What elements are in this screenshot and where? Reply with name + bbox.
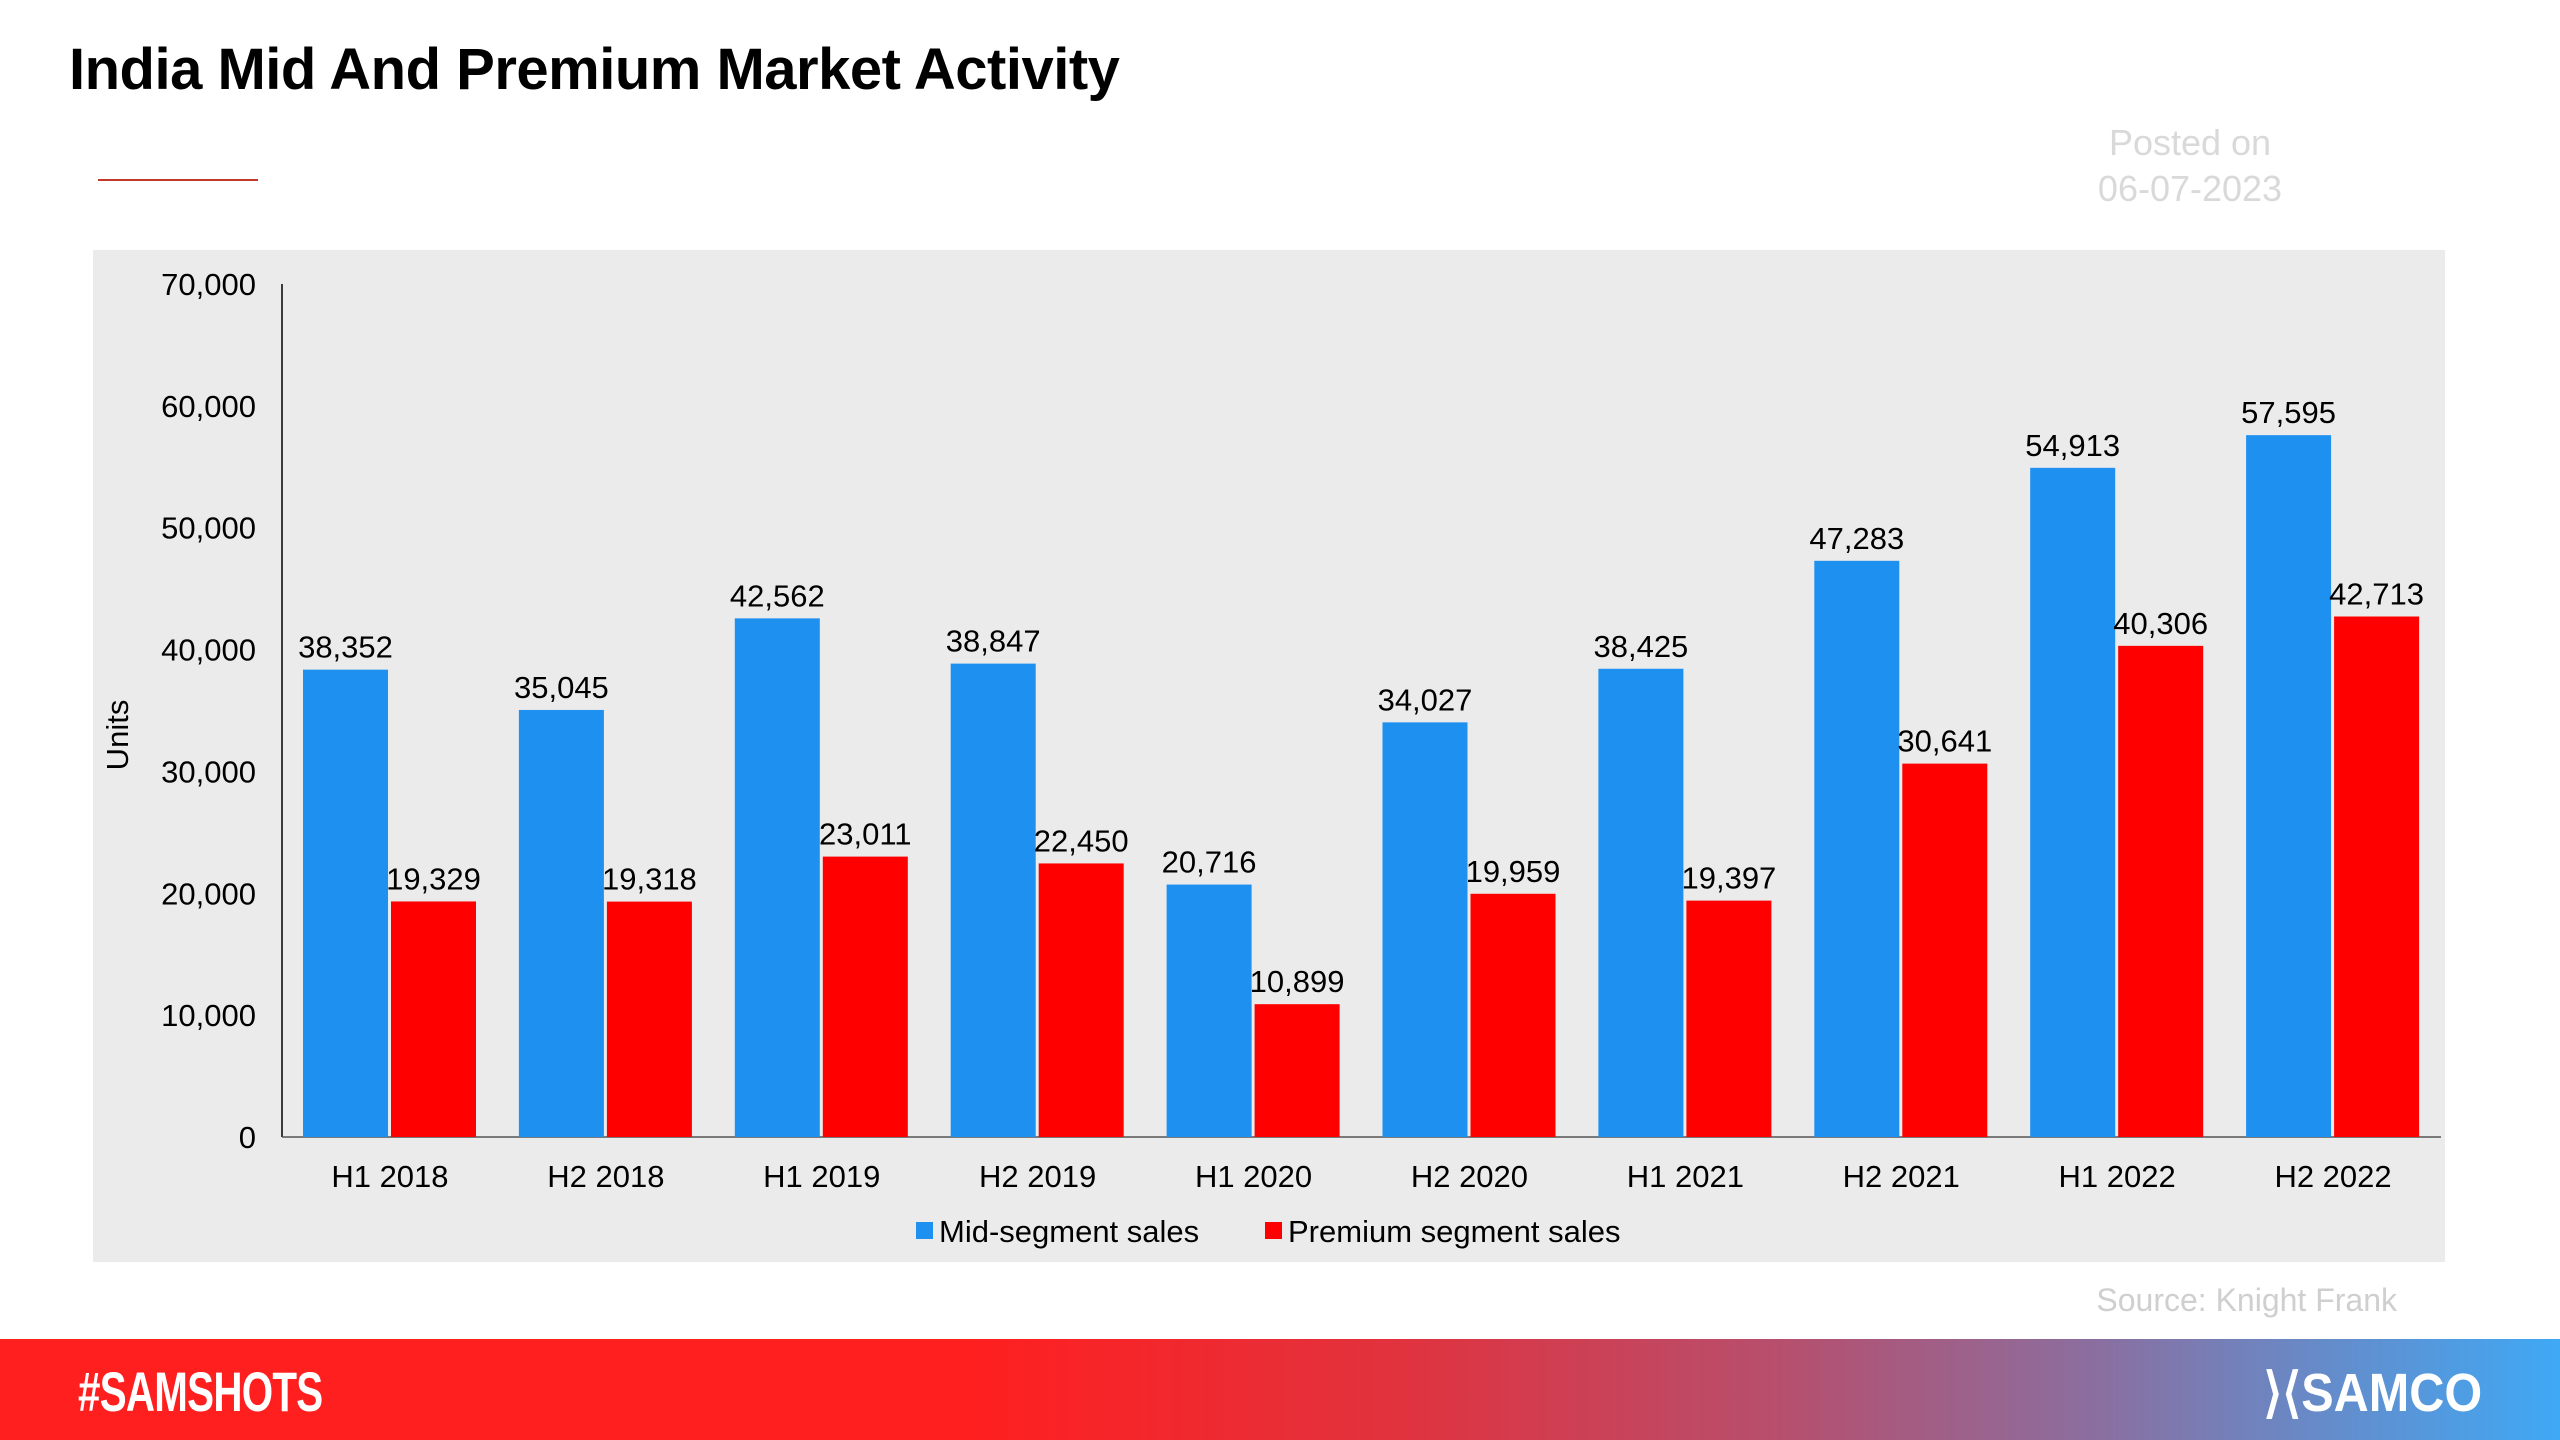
premium-data-label: 30,641 [1897, 724, 1992, 759]
x-tick-label: H2 2022 [2274, 1159, 2391, 1194]
bar-chart: 0 10,000 20,000 30,000 40,000 50,000 60,000 70,… [100, 267, 2441, 1249]
y-tick-label: 0 [239, 1120, 256, 1155]
chart-panel: 0 10,000 20,000 30,000 40,000 50,000 60,000 70,… [93, 250, 2445, 1262]
x-tick-label: H2 2019 [979, 1159, 1096, 1194]
y-tick-label: 60,000 [161, 389, 256, 424]
x-tick-label: H1 2019 [763, 1159, 880, 1194]
premium-data-label: 22,450 [1034, 823, 1129, 858]
mid-data-label: 57,595 [2241, 395, 2336, 430]
footer-banner: #SAMSHOTS ⟩⟨SAMCO [0, 1339, 2560, 1440]
page-title: India Mid And Premium Market Activity [69, 37, 1120, 102]
premium-data-label: 19,329 [386, 861, 481, 896]
premium-data-label: 19,397 [1681, 861, 1776, 896]
mid-data-label: 54,913 [2025, 428, 2120, 463]
posted-date-value: 06-07-2023 [2097, 168, 2283, 209]
mid-data-label: 34,027 [1378, 682, 1473, 717]
y-tick-label: 20,000 [161, 876, 256, 911]
premium-data-label: 19,959 [1466, 854, 1561, 889]
y-axis-label: Units [100, 700, 135, 771]
posted-label: Posted on [2108, 122, 2272, 163]
legend-swatch [916, 1222, 933, 1239]
mid-bar [950, 663, 1036, 1137]
x-tick-label: H2 2020 [1411, 1159, 1528, 1194]
premium-data-label: 23,011 [819, 817, 912, 852]
mid-data-label: 38,425 [1593, 629, 1688, 664]
premium-bar [1470, 893, 1556, 1137]
legend-label: Premium segment sales [1288, 1214, 1621, 1249]
premium-bar [1686, 900, 1772, 1137]
mid-bar [1166, 884, 1252, 1137]
samco-wordmark: SAMCO [2301, 1363, 2482, 1423]
x-tick-label: H2 2018 [547, 1159, 664, 1194]
mid-data-label: 47,283 [1809, 521, 1904, 556]
mid-data-label: 42,562 [730, 578, 825, 613]
x-tick-label: H2 2021 [1843, 1159, 1960, 1194]
premium-data-label: 40,306 [2113, 606, 2208, 641]
mid-bar [1382, 722, 1468, 1137]
premium-bar [1902, 763, 1988, 1137]
premium-data-label: 19,318 [602, 862, 697, 897]
premium-bar [391, 901, 476, 1137]
premium-bar [606, 901, 692, 1137]
hashtag-logo: #SAMSHOTS [78, 1360, 323, 1423]
premium-bar [1254, 1004, 1340, 1137]
y-tick-label: 40,000 [161, 633, 256, 668]
y-tick-label: 70,000 [161, 267, 256, 302]
posted-date: Posted on 06-07-2023 [2040, 120, 2340, 212]
y-tick-label: 50,000 [161, 511, 256, 546]
source-note: Source: Knight Frank [2096, 1282, 2397, 1318]
mid-bar [1814, 560, 1900, 1137]
premium-bar [2334, 616, 2420, 1137]
mid-data-label: 38,352 [298, 630, 393, 665]
mid-bar [1598, 668, 1684, 1137]
title-accent-line [98, 179, 258, 181]
mid-bar [2030, 467, 2116, 1137]
mid-bar [2246, 435, 2332, 1137]
premium-bar [2118, 645, 2204, 1137]
x-tick-label: H1 2020 [1195, 1159, 1312, 1194]
premium-data-label: 10,899 [1250, 964, 1345, 999]
premium-data-label: 42,713 [2329, 577, 2424, 612]
mid-data-label: 20,716 [1162, 845, 1257, 880]
y-tick-label: 10,000 [161, 998, 256, 1033]
legend-swatch [1265, 1222, 1282, 1239]
samco-mark-icon: ⟩⟨ [2263, 1363, 2302, 1423]
x-tick-label: H1 2022 [2059, 1159, 2176, 1194]
y-tick-label: 30,000 [161, 754, 256, 789]
x-tick-label: H1 2018 [331, 1159, 448, 1194]
samco-logo: ⟩⟨SAMCO [2263, 1361, 2482, 1424]
mid-bar [518, 709, 604, 1137]
mid-data-label: 35,045 [514, 670, 609, 705]
premium-bar [822, 856, 908, 1137]
mid-data-label: 38,847 [946, 624, 1041, 659]
x-tick-label: H1 2021 [1627, 1159, 1744, 1194]
legend-label: Mid-segment sales [939, 1214, 1199, 1249]
mid-bar [734, 618, 820, 1137]
premium-bar [1038, 863, 1124, 1137]
mid-bar [303, 669, 388, 1137]
